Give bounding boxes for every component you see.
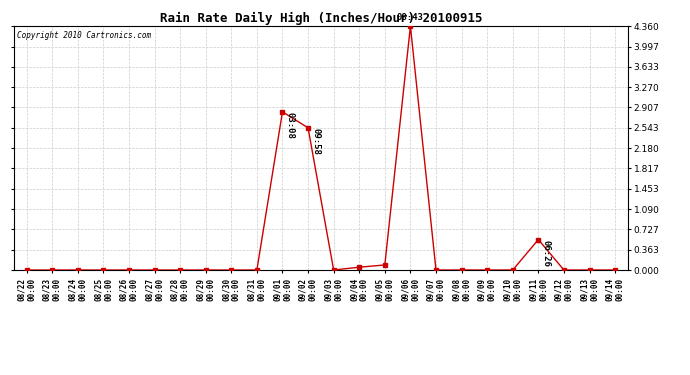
Title: Rain Rate Daily High (Inches/Hour) 20100915: Rain Rate Daily High (Inches/Hour) 20100… — [159, 12, 482, 25]
Text: 09:58: 09:58 — [311, 128, 320, 155]
Text: Copyright 2010 Cartronics.com: Copyright 2010 Cartronics.com — [17, 31, 151, 40]
Text: 03:08: 03:08 — [286, 112, 295, 139]
Text: 06:26: 06:26 — [542, 240, 551, 266]
Text: 08:43: 08:43 — [397, 13, 424, 22]
